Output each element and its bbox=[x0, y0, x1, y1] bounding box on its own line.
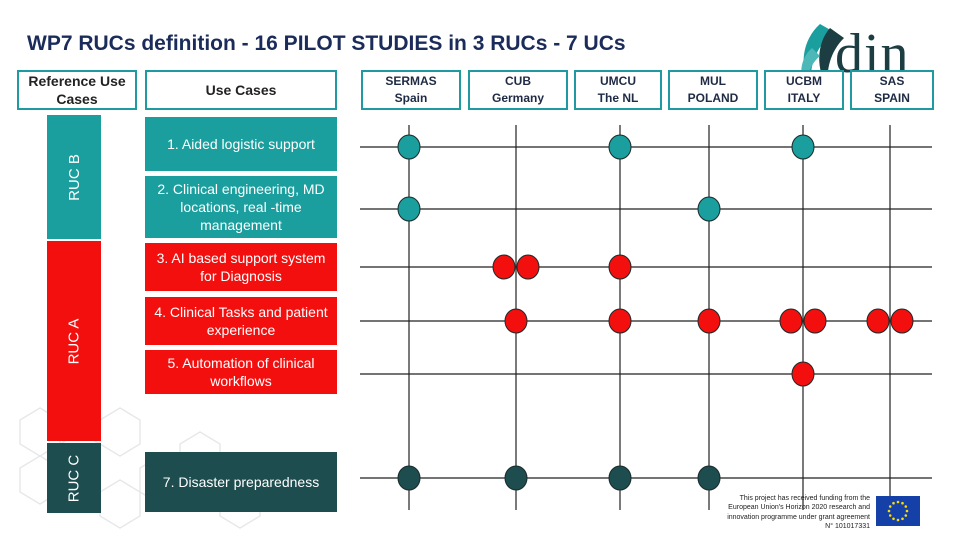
site-name: UCBM bbox=[786, 74, 822, 89]
eu-star bbox=[904, 505, 908, 508]
pilot-study-dot bbox=[697, 465, 721, 491]
site-name: CUB bbox=[505, 74, 531, 89]
use-case-label: 3. AI based support system for Diagnosis bbox=[156, 249, 326, 284]
pilot-study-dot bbox=[866, 308, 890, 334]
pilot-study-dot bbox=[608, 308, 632, 334]
site-country: The NL bbox=[597, 91, 639, 105]
page-title: WP7 RUCs definition - 16 PILOT STUDIES i… bbox=[27, 32, 626, 55]
site-header-umcu: UMCU The NL bbox=[574, 70, 662, 110]
pilot-study-dot bbox=[504, 465, 528, 491]
use-case-1-box: 1. Aided logistic support bbox=[145, 117, 337, 171]
site-header-sas: SAS SPAIN bbox=[850, 70, 934, 110]
use-cases-header: Use Cases bbox=[145, 70, 337, 110]
use-case-5-box: 5. Automation of clinical workflows bbox=[145, 350, 337, 394]
pilot-study-dot bbox=[397, 465, 421, 491]
site-header-mul: MUL POLAND bbox=[668, 70, 758, 110]
eu-star bbox=[892, 501, 895, 505]
use-case-label: 1. Aided logistic support bbox=[167, 135, 315, 152]
use-case-3-box: 3. AI based support system for Diagnosis bbox=[145, 243, 337, 291]
eu-star bbox=[896, 518, 900, 522]
eu-flag-icon bbox=[876, 496, 920, 526]
ruc-a-bar: RUC A bbox=[47, 241, 101, 441]
pilot-study-dot bbox=[608, 254, 632, 280]
pilot-study-dot bbox=[791, 134, 815, 160]
pilot-study-dot bbox=[803, 308, 827, 334]
site-name: SERMAS bbox=[385, 74, 437, 89]
site-name: SAS bbox=[879, 74, 905, 89]
eu-star bbox=[905, 509, 909, 513]
eu-star bbox=[901, 501, 904, 505]
site-country: SPAIN bbox=[874, 91, 910, 105]
pilot-study-dot bbox=[791, 361, 815, 387]
eu-star bbox=[888, 505, 892, 508]
use-case-label: 2. Clinical engineering, MD locations, r… bbox=[157, 180, 325, 234]
pilot-study-dot bbox=[516, 254, 540, 280]
pilot-study-dot bbox=[779, 308, 803, 334]
pilot-study-dot bbox=[608, 134, 632, 160]
eu-star bbox=[901, 517, 904, 521]
site-country: Germany bbox=[491, 91, 545, 105]
pilot-study-dot bbox=[608, 465, 632, 491]
eu-star bbox=[892, 517, 895, 521]
use-case-label: 5. Automation of clinical workflows bbox=[167, 354, 315, 389]
pilot-study-dot bbox=[697, 196, 721, 222]
site-header-sermas: SERMAS Spain bbox=[361, 70, 461, 110]
pilot-study-dot bbox=[697, 308, 721, 334]
ruc-c-bar: RUC C bbox=[47, 443, 101, 513]
funding-notice: This project has received funding from t… bbox=[727, 495, 870, 531]
pilot-study-dot bbox=[492, 254, 516, 280]
ruc-b-bar: RUC B bbox=[47, 115, 101, 239]
use-case-7-box: 7. Disaster preparedness bbox=[145, 452, 337, 512]
eu-star bbox=[904, 514, 908, 517]
pilot-study-dot bbox=[890, 308, 914, 334]
site-country: ITALY bbox=[787, 91, 821, 105]
eu-star bbox=[896, 500, 900, 504]
site-country: POLAND bbox=[687, 91, 739, 105]
use-case-2-box: 2. Clinical engineering, MD locations, r… bbox=[145, 176, 337, 238]
site-name: MUL bbox=[700, 74, 726, 89]
eu-star bbox=[887, 509, 891, 513]
pilot-study-dot bbox=[397, 134, 421, 160]
use-case-4-box: 4. Clinical Tasks and patient experience bbox=[145, 297, 337, 345]
pilot-study-dot bbox=[504, 308, 528, 334]
pilot-study-dot bbox=[397, 196, 421, 222]
site-header-cub: CUB Germany bbox=[468, 70, 568, 110]
use-case-label: 4. Clinical Tasks and patient experience bbox=[154, 303, 328, 338]
reference-use-cases-label: Reference Use Cases bbox=[28, 72, 126, 107]
reference-use-cases-header: Reference Use Cases bbox=[17, 70, 137, 110]
use-case-label: 7. Disaster preparedness bbox=[162, 473, 320, 490]
site-header-ucbm: UCBM ITALY bbox=[764, 70, 844, 110]
use-cases-label: Use Cases bbox=[205, 81, 277, 98]
site-country: Spain bbox=[394, 91, 428, 105]
eu-star bbox=[888, 514, 892, 517]
site-name: UMCU bbox=[600, 74, 636, 89]
